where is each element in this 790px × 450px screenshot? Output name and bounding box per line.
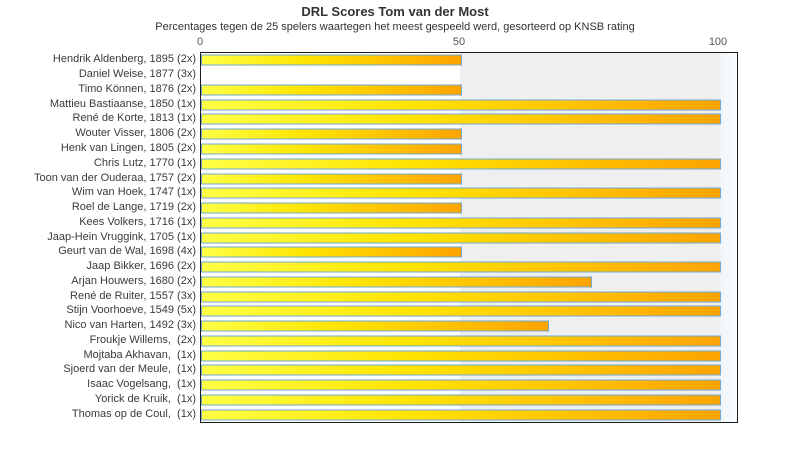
category-label: Mojtaba Akhavan, (1x)	[83, 348, 196, 361]
y-axis-labels: Hendrik Aldenberg, 1895 (2x) Daniel Weise…	[0, 52, 196, 421]
bar-row	[201, 97, 737, 112]
bar	[201, 394, 721, 406]
bar	[201, 84, 462, 96]
category-label: Hendrik Aldenberg, 1895 (2x)	[52, 53, 196, 66]
bar	[201, 364, 721, 376]
bar-row	[201, 393, 737, 408]
bar-row	[201, 363, 737, 378]
bar-row	[201, 83, 737, 98]
bar	[201, 291, 721, 303]
bar-row	[201, 274, 737, 289]
bar	[201, 128, 462, 140]
category-label: Jaap Bikker, 1696 (2x)	[86, 260, 196, 273]
bar-row	[201, 186, 737, 201]
category-label: René de Ruiter, 1557 (3x)	[70, 289, 196, 302]
category-label: Wouter Visser, 1806 (2x)	[75, 127, 196, 140]
bar-row	[201, 407, 737, 422]
bar	[201, 335, 721, 347]
bar-row	[201, 304, 737, 319]
x-axis-tick-50: 50	[452, 36, 466, 48]
bar	[201, 217, 721, 229]
category-label: Geurt van de Wal, 1698 (4x)	[58, 245, 196, 258]
category-label: Toon van der Ouderaa, 1757 (2x)	[33, 171, 196, 184]
bar	[201, 409, 721, 421]
bar	[201, 305, 721, 317]
bar-row	[201, 245, 737, 260]
category-label: Daniel Weise, 1877 (3x)	[78, 68, 196, 81]
bar	[201, 379, 721, 391]
bar	[201, 276, 592, 288]
plot-area	[200, 52, 738, 423]
bar	[201, 187, 721, 199]
bar	[201, 143, 462, 155]
bar-row	[201, 201, 737, 216]
bar-row	[201, 171, 737, 186]
bar-row	[201, 127, 737, 142]
bar	[201, 350, 721, 362]
category-label: Stijn Voorhoeve, 1549 (5x)	[66, 304, 196, 317]
bar	[201, 232, 721, 244]
category-label: Wim van Hoek, 1747 (1x)	[71, 186, 196, 199]
bar-rows	[201, 53, 737, 422]
x-axis-tick-0: 0	[196, 36, 204, 48]
bar-row	[201, 142, 737, 157]
bar-row	[201, 53, 737, 68]
bar-row	[201, 156, 737, 171]
category-label: Arjan Houwers, 1680 (2x)	[71, 274, 196, 287]
category-label: Roel de Lange, 1719 (2x)	[71, 201, 196, 214]
bar	[201, 173, 462, 184]
category-label: Jaap-Hein Vruggink, 1705 (1x)	[47, 230, 196, 243]
category-label: Chris Lutz, 1770 (1x)	[93, 156, 196, 169]
bar	[201, 99, 721, 111]
bar	[201, 54, 462, 66]
chart-title: DRL Scores Tom van der Most	[301, 4, 489, 19]
bar-row	[201, 334, 737, 349]
bar	[201, 246, 462, 258]
category-label: Henk van Lingen, 1805 (2x)	[60, 141, 196, 154]
category-label: Timo Können, 1876 (2x)	[78, 82, 196, 95]
category-label: René de Korte, 1813 (1x)	[72, 112, 196, 125]
category-label: Sjoerd van der Meule, (1x)	[63, 363, 196, 376]
bar	[201, 113, 721, 125]
category-label: Nico van Harten, 1492 (3x)	[64, 319, 196, 332]
bar-row	[201, 348, 737, 363]
bar	[201, 261, 721, 273]
bar-row	[201, 319, 737, 334]
category-label: Kees Volkers, 1716 (1x)	[79, 215, 196, 228]
category-label: Froukje Willems, (2x)	[89, 333, 196, 346]
x-axis-tick-100: 100	[708, 36, 728, 48]
bar-row	[201, 260, 737, 275]
bar	[201, 158, 721, 170]
category-label: Mattieu Bastiaanse, 1850 (1x)	[49, 97, 196, 110]
bar	[201, 320, 549, 332]
bar-row	[201, 215, 737, 230]
bar-row	[201, 378, 737, 393]
chart-subtitle: Percentages tegen de 25 spelers waartege…	[155, 21, 635, 33]
bar-row	[201, 68, 737, 83]
bar	[201, 202, 462, 214]
bar-row	[201, 112, 737, 127]
bar-row	[201, 289, 737, 304]
category-label: Isaac Vogelsang, (1x)	[87, 378, 196, 391]
bar-row	[201, 230, 737, 245]
category-label: Yorick de Kruik, (1x)	[94, 392, 196, 405]
category-label: Thomas op de Coul, (1x)	[71, 407, 196, 420]
